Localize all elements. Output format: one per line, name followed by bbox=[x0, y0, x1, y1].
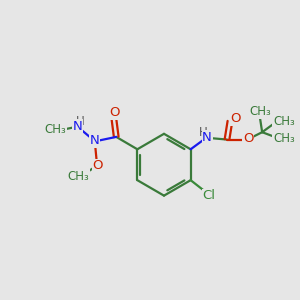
Text: H: H bbox=[76, 115, 85, 128]
Text: O: O bbox=[230, 112, 241, 125]
Text: N: N bbox=[202, 131, 212, 144]
Text: CH₃: CH₃ bbox=[273, 132, 295, 145]
Text: O: O bbox=[243, 132, 253, 145]
Text: CH₃: CH₃ bbox=[273, 115, 295, 128]
Text: CH₃: CH₃ bbox=[249, 105, 271, 118]
Text: N: N bbox=[90, 134, 99, 147]
Text: CH₃: CH₃ bbox=[67, 170, 89, 183]
Text: O: O bbox=[92, 159, 103, 172]
Text: N: N bbox=[73, 120, 82, 133]
Text: O: O bbox=[109, 106, 119, 119]
Text: CH₃: CH₃ bbox=[44, 123, 66, 136]
Text: H: H bbox=[199, 126, 208, 139]
Text: Cl: Cl bbox=[202, 189, 216, 202]
